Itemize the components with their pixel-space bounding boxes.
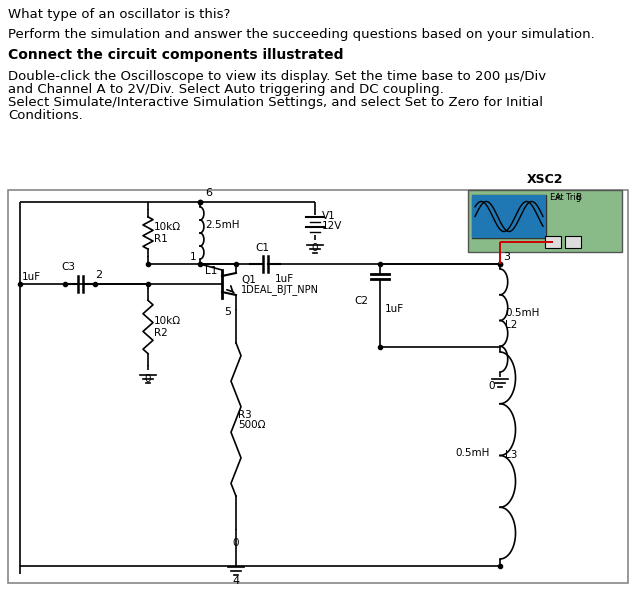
Text: 1: 1 bbox=[190, 252, 196, 262]
Text: 1uF: 1uF bbox=[275, 274, 294, 284]
Text: Connect the circuit components illustrated: Connect the circuit components illustrat… bbox=[8, 48, 343, 62]
Text: XSC2: XSC2 bbox=[527, 173, 563, 186]
Text: 1uF: 1uF bbox=[22, 272, 41, 282]
Text: Ext Trig: Ext Trig bbox=[550, 194, 581, 202]
Text: 0: 0 bbox=[312, 243, 318, 253]
Text: 10kΩ: 10kΩ bbox=[154, 222, 181, 232]
Text: C2: C2 bbox=[354, 297, 368, 307]
Text: Perform the simulation and answer the succeeding questions based on your simulat: Perform the simulation and answer the su… bbox=[8, 28, 595, 41]
Text: 500Ω: 500Ω bbox=[238, 420, 265, 430]
Text: 0: 0 bbox=[145, 374, 151, 384]
Text: C3: C3 bbox=[61, 262, 75, 272]
Text: L3: L3 bbox=[505, 451, 517, 461]
Text: L2: L2 bbox=[505, 320, 517, 330]
Text: 0.5mH: 0.5mH bbox=[505, 307, 539, 317]
Bar bbox=[565, 236, 581, 248]
Text: 3: 3 bbox=[503, 252, 510, 262]
Text: 10kΩ: 10kΩ bbox=[154, 316, 181, 326]
Text: 0: 0 bbox=[233, 538, 239, 548]
Text: R3: R3 bbox=[238, 410, 252, 420]
Text: R1: R1 bbox=[154, 234, 168, 244]
Text: 0.5mH: 0.5mH bbox=[455, 449, 489, 458]
Bar bbox=[545, 236, 561, 248]
Text: C1: C1 bbox=[255, 243, 269, 253]
Text: 2: 2 bbox=[95, 270, 102, 280]
Text: What type of an oscillator is this?: What type of an oscillator is this? bbox=[8, 8, 230, 21]
Text: A: A bbox=[555, 194, 561, 202]
Text: L1: L1 bbox=[205, 266, 218, 276]
Text: R2: R2 bbox=[154, 328, 168, 338]
Bar bbox=[8, 190, 628, 583]
Text: V1: V1 bbox=[322, 211, 336, 221]
Text: B: B bbox=[575, 194, 581, 202]
Bar bbox=[472, 195, 546, 238]
Text: 6: 6 bbox=[205, 188, 212, 198]
Bar bbox=[472, 195, 546, 238]
Text: 4: 4 bbox=[232, 576, 240, 586]
Text: and Channel A to 2V/Div. Select Auto triggering and DC coupling.: and Channel A to 2V/Div. Select Auto tri… bbox=[8, 83, 444, 96]
Text: 5: 5 bbox=[224, 307, 231, 317]
Text: Q1: Q1 bbox=[241, 275, 256, 285]
Text: 12V: 12V bbox=[322, 221, 342, 231]
Text: 1uF: 1uF bbox=[385, 304, 404, 314]
Bar bbox=[468, 190, 622, 252]
Bar bbox=[472, 195, 546, 238]
Text: 2.5mH: 2.5mH bbox=[205, 220, 240, 230]
Text: 0: 0 bbox=[488, 381, 495, 391]
Text: Conditions.: Conditions. bbox=[8, 109, 83, 122]
Text: 1DEAL_BJT_NPN: 1DEAL_BJT_NPN bbox=[241, 285, 319, 295]
Text: Select Simulate/Interactive Simulation Settings, and select Set to Zero for Init: Select Simulate/Interactive Simulation S… bbox=[8, 96, 543, 109]
Text: Double-click the Oscilloscope to view its display. Set the time base to 200 μs/D: Double-click the Oscilloscope to view it… bbox=[8, 70, 546, 83]
